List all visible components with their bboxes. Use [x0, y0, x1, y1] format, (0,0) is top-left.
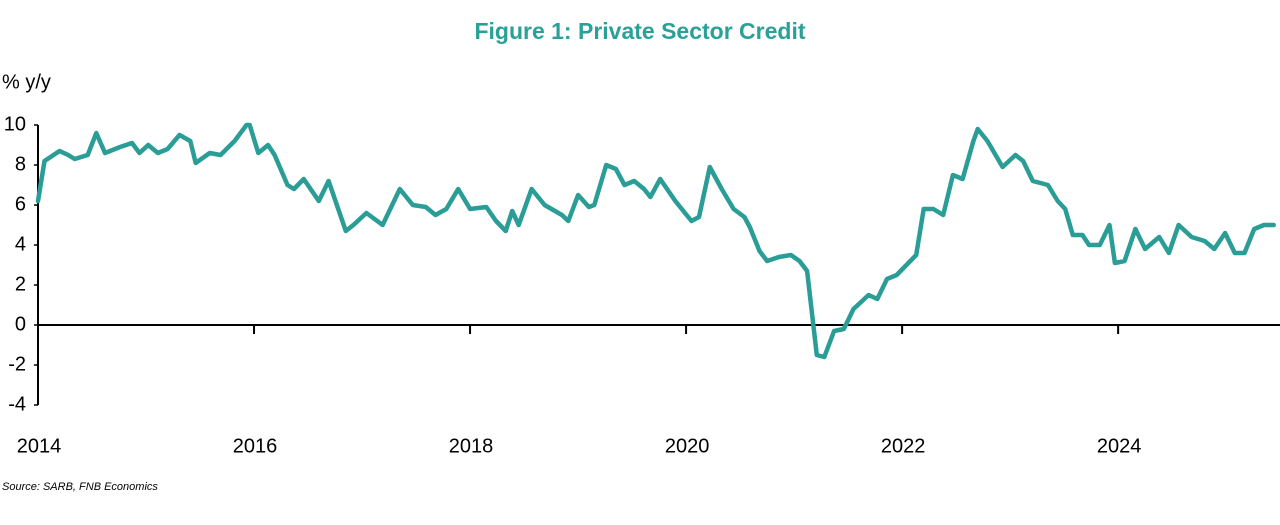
x-tick-label: 2016 — [233, 435, 278, 457]
x-tick-label: 2022 — [881, 435, 926, 457]
y-tick-label: 10 — [4, 113, 26, 135]
y-tick-label: 0 — [15, 313, 26, 335]
y-tick-label: 4 — [15, 233, 26, 255]
source-note: Source: SARB, FNB Economics — [2, 481, 158, 493]
y-tick-label: 8 — [15, 153, 26, 175]
y-tick-label: 6 — [15, 193, 26, 215]
y-tick-label: -2 — [8, 353, 26, 375]
x-tick-label: 2014 — [17, 435, 62, 457]
y-axis-label: % y/y — [2, 71, 51, 93]
chart-title: Figure 1: Private Sector Credit — [474, 18, 805, 44]
y-tick-label: 2 — [15, 273, 26, 295]
x-tick-label: 2020 — [665, 435, 710, 457]
x-tick-label: 2024 — [1097, 435, 1142, 457]
y-tick-label: -4 — [8, 393, 26, 415]
x-tick-label: 2018 — [449, 435, 494, 457]
data-line — [35, 122, 1276, 360]
